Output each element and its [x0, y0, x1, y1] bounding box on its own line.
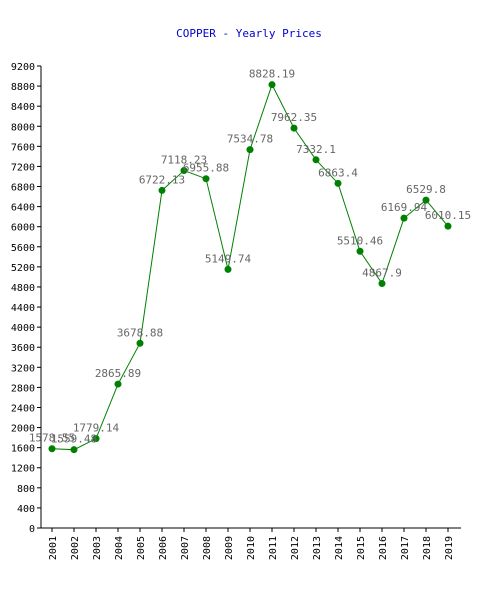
data-label: 7962.35 [271, 111, 317, 124]
y-tick-label: 5600 [11, 243, 35, 254]
x-tick-label: 2005 [136, 536, 147, 560]
x-tick-label: 2006 [158, 536, 169, 560]
y-tick-label: 6000 [11, 223, 35, 234]
y-tick-label: 5200 [11, 263, 35, 274]
y-tick-label: 6800 [11, 183, 35, 194]
data-point [334, 179, 342, 187]
y-tick-label: 0 [29, 524, 35, 535]
x-tick-label: 2015 [356, 536, 367, 560]
data-point [114, 380, 122, 388]
y-tick-label: 8400 [11, 102, 35, 113]
data-label: 1779.14 [73, 422, 120, 435]
x-tick-label: 2009 [224, 536, 235, 560]
data-point [136, 339, 144, 347]
y-tick-label: 3600 [11, 343, 35, 354]
data-point [92, 435, 100, 443]
x-axis-ticks: 2001 2002 2003 2004 2005 2006 2007 2008 2009 2010… [48, 528, 455, 560]
data-label: 6169.94 [381, 201, 428, 214]
y-tick-label: 2400 [11, 403, 35, 414]
y-tick-label: 2800 [11, 383, 35, 394]
data-label: 7332.1 [296, 143, 336, 156]
y-tick-label: 9200 [11, 62, 35, 73]
data-point [70, 446, 78, 454]
data-point [224, 265, 232, 273]
data-label: 2865.89 [95, 367, 141, 380]
x-tick-label: 2012 [290, 536, 301, 560]
data-label: 6722.13 [139, 173, 185, 186]
x-tick-label: 2011 [268, 536, 279, 560]
data-label: 3678.88 [117, 326, 163, 339]
data-point [158, 186, 166, 194]
x-tick-label: 2004 [114, 536, 125, 560]
data-label: 8828.19 [249, 68, 295, 81]
data-label: 1578.55 [29, 432, 75, 445]
data-point [400, 214, 408, 222]
x-tick-label: 2010 [246, 536, 257, 560]
x-tick-label: 2002 [70, 536, 81, 560]
y-tick-label: 7600 [11, 142, 35, 153]
y-tick-label: 4800 [11, 283, 35, 294]
y-tick-label: 1200 [11, 464, 35, 475]
data-label: 4867.9 [362, 267, 402, 280]
x-tick-label: 2017 [400, 536, 411, 560]
y-tick-label: 800 [17, 484, 35, 495]
x-tick-label: 2008 [202, 536, 213, 560]
data-label: 6529.8 [406, 183, 446, 196]
y-tick-label: 6400 [11, 203, 35, 214]
data-point [268, 81, 276, 89]
y-tick-label: 7200 [11, 162, 35, 173]
y-tick-label: 3200 [11, 363, 35, 374]
x-tick-label: 2019 [444, 536, 455, 560]
x-tick-label: 2007 [180, 536, 191, 560]
x-tick-label: 2001 [48, 536, 59, 560]
data-point [290, 124, 298, 132]
y-tick-label: 400 [17, 504, 35, 515]
data-point [246, 146, 254, 154]
data-point [378, 280, 386, 288]
y-tick-label: 8000 [11, 122, 35, 133]
x-tick-label: 2003 [92, 536, 103, 560]
data-point [312, 156, 320, 164]
y-tick-label: 8800 [11, 82, 35, 93]
x-tick-label: 2014 [334, 536, 345, 560]
data-label: 5149.74 [205, 252, 252, 265]
data-label: 6863.4 [318, 166, 358, 179]
y-tick-label: 4400 [11, 303, 35, 314]
series-copper [48, 81, 452, 454]
data-point [356, 247, 364, 255]
data-point [444, 222, 452, 230]
data-label: 5510.46 [337, 234, 383, 247]
x-tick-label: 2013 [312, 536, 323, 560]
x-tick-label: 2018 [422, 536, 433, 560]
data-point [202, 175, 210, 183]
data-label: 7118.23 [161, 154, 207, 167]
y-tick-label: 2000 [11, 424, 35, 435]
data-label: 6010.15 [425, 209, 471, 222]
data-label: 7534.78 [227, 133, 273, 146]
y-tick-label: 1600 [11, 444, 35, 455]
chart-title: COPPER - Yearly Prices [176, 27, 322, 40]
data-point [422, 196, 430, 204]
y-tick-label: 4000 [11, 323, 35, 334]
y-axis-ticks: 0 400 800 1200 1600 2000 2400 2800 3200 3600 4000 4… [11, 62, 41, 535]
x-tick-label: 2016 [378, 536, 389, 560]
data-point [48, 445, 56, 453]
data-point [180, 167, 188, 175]
data-label: 6955.88 [183, 162, 229, 175]
data-label: 1559.48 [51, 433, 97, 446]
